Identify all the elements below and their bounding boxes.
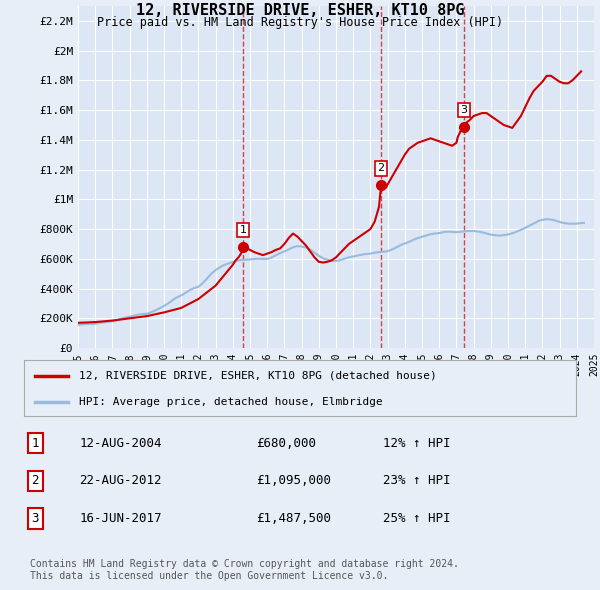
- Text: 3: 3: [461, 105, 467, 115]
- Text: 1: 1: [239, 225, 247, 235]
- Text: 12, RIVERSIDE DRIVE, ESHER, KT10 8PG: 12, RIVERSIDE DRIVE, ESHER, KT10 8PG: [136, 3, 464, 18]
- Text: 23% ↑ HPI: 23% ↑ HPI: [383, 474, 450, 487]
- Text: £1,095,000: £1,095,000: [256, 474, 331, 487]
- Text: HPI: Average price, detached house, Elmbridge: HPI: Average price, detached house, Elmb…: [79, 397, 383, 407]
- Text: 1: 1: [31, 437, 39, 450]
- Text: 16-JUN-2017: 16-JUN-2017: [79, 512, 162, 525]
- Text: 22-AUG-2012: 22-AUG-2012: [79, 474, 162, 487]
- Text: 12% ↑ HPI: 12% ↑ HPI: [383, 437, 450, 450]
- Text: 2: 2: [377, 163, 384, 173]
- Text: 12-AUG-2004: 12-AUG-2004: [79, 437, 162, 450]
- Text: £680,000: £680,000: [256, 437, 316, 450]
- Text: Price paid vs. HM Land Registry's House Price Index (HPI): Price paid vs. HM Land Registry's House …: [97, 16, 503, 29]
- Text: 2: 2: [31, 474, 39, 487]
- Text: 3: 3: [31, 512, 39, 525]
- Text: Contains HM Land Registry data © Crown copyright and database right 2024.
This d: Contains HM Land Registry data © Crown c…: [30, 559, 459, 581]
- Text: 12, RIVERSIDE DRIVE, ESHER, KT10 8PG (detached house): 12, RIVERSIDE DRIVE, ESHER, KT10 8PG (de…: [79, 371, 437, 381]
- Text: 25% ↑ HPI: 25% ↑ HPI: [383, 512, 450, 525]
- Text: £1,487,500: £1,487,500: [256, 512, 331, 525]
